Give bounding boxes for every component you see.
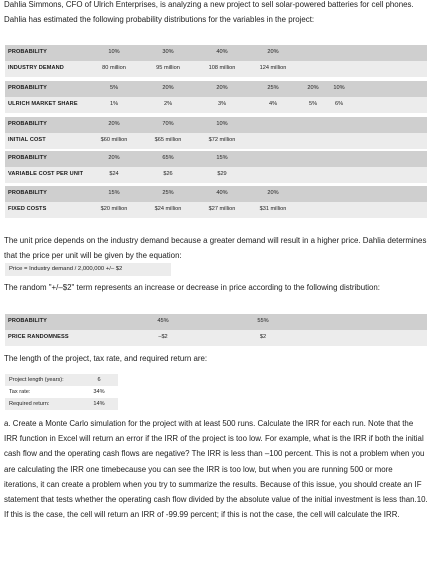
project-paragraph: The length of the project, tax rate, and…	[4, 354, 208, 363]
table-cell: 95 million	[156, 65, 180, 71]
row-label: INDUSTRY DEMAND	[8, 65, 64, 71]
table-cell: 40%	[216, 190, 228, 196]
question-a-paragraph: a. Create a Monte Carlo simulation for t…	[4, 419, 428, 520]
param-row: Required return: 14%	[5, 398, 118, 410]
table-cell: $20 million	[100, 206, 128, 212]
table-cell: 10%	[216, 121, 228, 127]
value-row: VARIABLE COST PER UNIT $24 $26 $29	[5, 167, 427, 183]
price-randomness-table: PROBABILITY 45% 55% PRICE RANDOMNESS –$2 $2	[5, 314, 427, 346]
table-cell: 1%	[109, 101, 119, 107]
table-cell: $31 million	[259, 206, 287, 212]
table-cell: –$2	[158, 334, 168, 340]
probability-row: PROBABILITY 15% 25% 40% 20%	[5, 186, 427, 202]
table-cell: 25%	[162, 190, 174, 196]
price-equation: Price = Industry demand / 2,000,000 +/– …	[5, 263, 171, 276]
market-share-table: PROBABILITY 5% 20% 20% 25% 20% 10% ULRICH MARKE…	[5, 81, 427, 113]
row-label: ULRICH MARKET SHARE	[8, 101, 78, 107]
row-label: PROBABILITY	[8, 49, 48, 55]
param-value: 34%	[93, 389, 105, 395]
table-cell: $65 million	[154, 137, 182, 143]
probability-row: PROBABILITY 5% 20% 20% 25% 20% 10%	[5, 81, 427, 97]
table-cell: 30%	[162, 49, 174, 55]
table-cell: 5%	[109, 85, 119, 91]
table-cell: $26	[163, 171, 173, 177]
table-cell: 20%	[216, 85, 228, 91]
table-cell: 124 million	[259, 65, 287, 71]
probability-row: PROBABILITY 45% 55%	[5, 314, 427, 330]
row-label: PROBABILITY	[8, 190, 48, 196]
table-cell: $27 million	[208, 206, 236, 212]
intro-paragraph: Dahlia Simmons, CFO of Ulrich Enterprise…	[4, 0, 414, 25]
probability-row: PROBABILITY 20% 70% 10%	[5, 117, 427, 133]
value-row: PRICE RANDOMNESS –$2 $2	[5, 330, 427, 346]
probability-row: PROBABILITY 20% 65% 15%	[5, 151, 427, 167]
row-label: PROBABILITY	[8, 85, 48, 91]
param-label: Required return:	[9, 401, 50, 407]
table-cell: 20%	[267, 190, 279, 196]
table-cell: 6%	[334, 101, 344, 107]
fixed-costs-table: PROBABILITY 15% 25% 40% 20% FIXED COSTS $20 mi…	[5, 186, 427, 218]
table-cell: 15%	[108, 190, 120, 196]
table-cell: 3%	[217, 101, 227, 107]
row-label: PROBABILITY	[8, 155, 48, 161]
row-label: PRICE RANDOMNESS	[8, 334, 69, 340]
table-cell: 15%	[216, 155, 228, 161]
table-cell: $24 million	[154, 206, 182, 212]
param-value: 14%	[93, 401, 105, 407]
project-parameters-table: Project length (years): 6 Tax rate: 34% …	[5, 374, 118, 410]
param-label: Tax rate:	[9, 389, 31, 395]
table-cell: 20%	[108, 155, 120, 161]
table-cell: 2%	[163, 101, 173, 107]
probability-row: PROBABILITY 10% 30% 40% 20%	[5, 45, 427, 61]
table-cell: 10%	[333, 85, 345, 91]
value-row: ULRICH MARKET SHARE 1% 2% 3% 4% 5% 6%	[5, 97, 427, 113]
row-label: PROBABILITY	[8, 121, 48, 127]
table-cell: 20%	[108, 121, 120, 127]
table-cell: 55%	[257, 318, 269, 324]
row-label: VARIABLE COST PER UNIT	[8, 171, 84, 177]
initial-cost-table: PROBABILITY 20% 70% 10% INITIAL COST $60 mill…	[5, 117, 427, 149]
param-label: Project length (years):	[9, 377, 64, 383]
table-cell: 4%	[268, 101, 278, 107]
industry-demand-table: PROBABILITY 10% 30% 40% 20% INDUSTRY DEMAND 80…	[5, 45, 427, 77]
table-cell: 25%	[267, 85, 279, 91]
row-label: INITIAL COST	[8, 137, 46, 143]
value-row: INITIAL COST $60 million $65 million $72 mi…	[5, 133, 427, 149]
param-row: Tax rate: 34%	[5, 386, 118, 398]
table-cell: $24	[109, 171, 119, 177]
table-cell: 65%	[162, 155, 174, 161]
table-cell: 5%	[308, 101, 318, 107]
param-row: Project length (years): 6	[5, 374, 118, 386]
table-cell: 20%	[162, 85, 174, 91]
price-paragraph: The unit price depends on the industry d…	[4, 236, 427, 261]
table-cell: 20%	[307, 85, 319, 91]
param-value: 6	[97, 377, 101, 383]
value-row: FIXED COSTS $20 million $24 million $27 mil…	[5, 202, 427, 218]
table-cell: 20%	[267, 49, 279, 55]
row-label: FIXED COSTS	[8, 206, 47, 212]
random-term-paragraph: The random "+/–$2" term represents an in…	[4, 283, 381, 292]
table-cell: $29	[217, 171, 227, 177]
table-cell: 108 million	[208, 65, 236, 71]
variable-cost-table: PROBABILITY 20% 65% 15% VARIABLE COST PER UN…	[5, 151, 427, 183]
table-cell: $2	[259, 334, 267, 340]
table-cell: 40%	[216, 49, 228, 55]
table-cell: 10%	[108, 49, 120, 55]
table-cell: $72 million	[208, 137, 236, 143]
table-cell: $60 million	[100, 137, 128, 143]
row-label: PROBABILITY	[8, 318, 48, 324]
table-cell: 80 million	[102, 65, 126, 71]
value-row: INDUSTRY DEMAND 80 million 95 million 108 m…	[5, 61, 427, 77]
table-cell: 70%	[162, 121, 174, 127]
table-cell: 45%	[157, 318, 169, 324]
